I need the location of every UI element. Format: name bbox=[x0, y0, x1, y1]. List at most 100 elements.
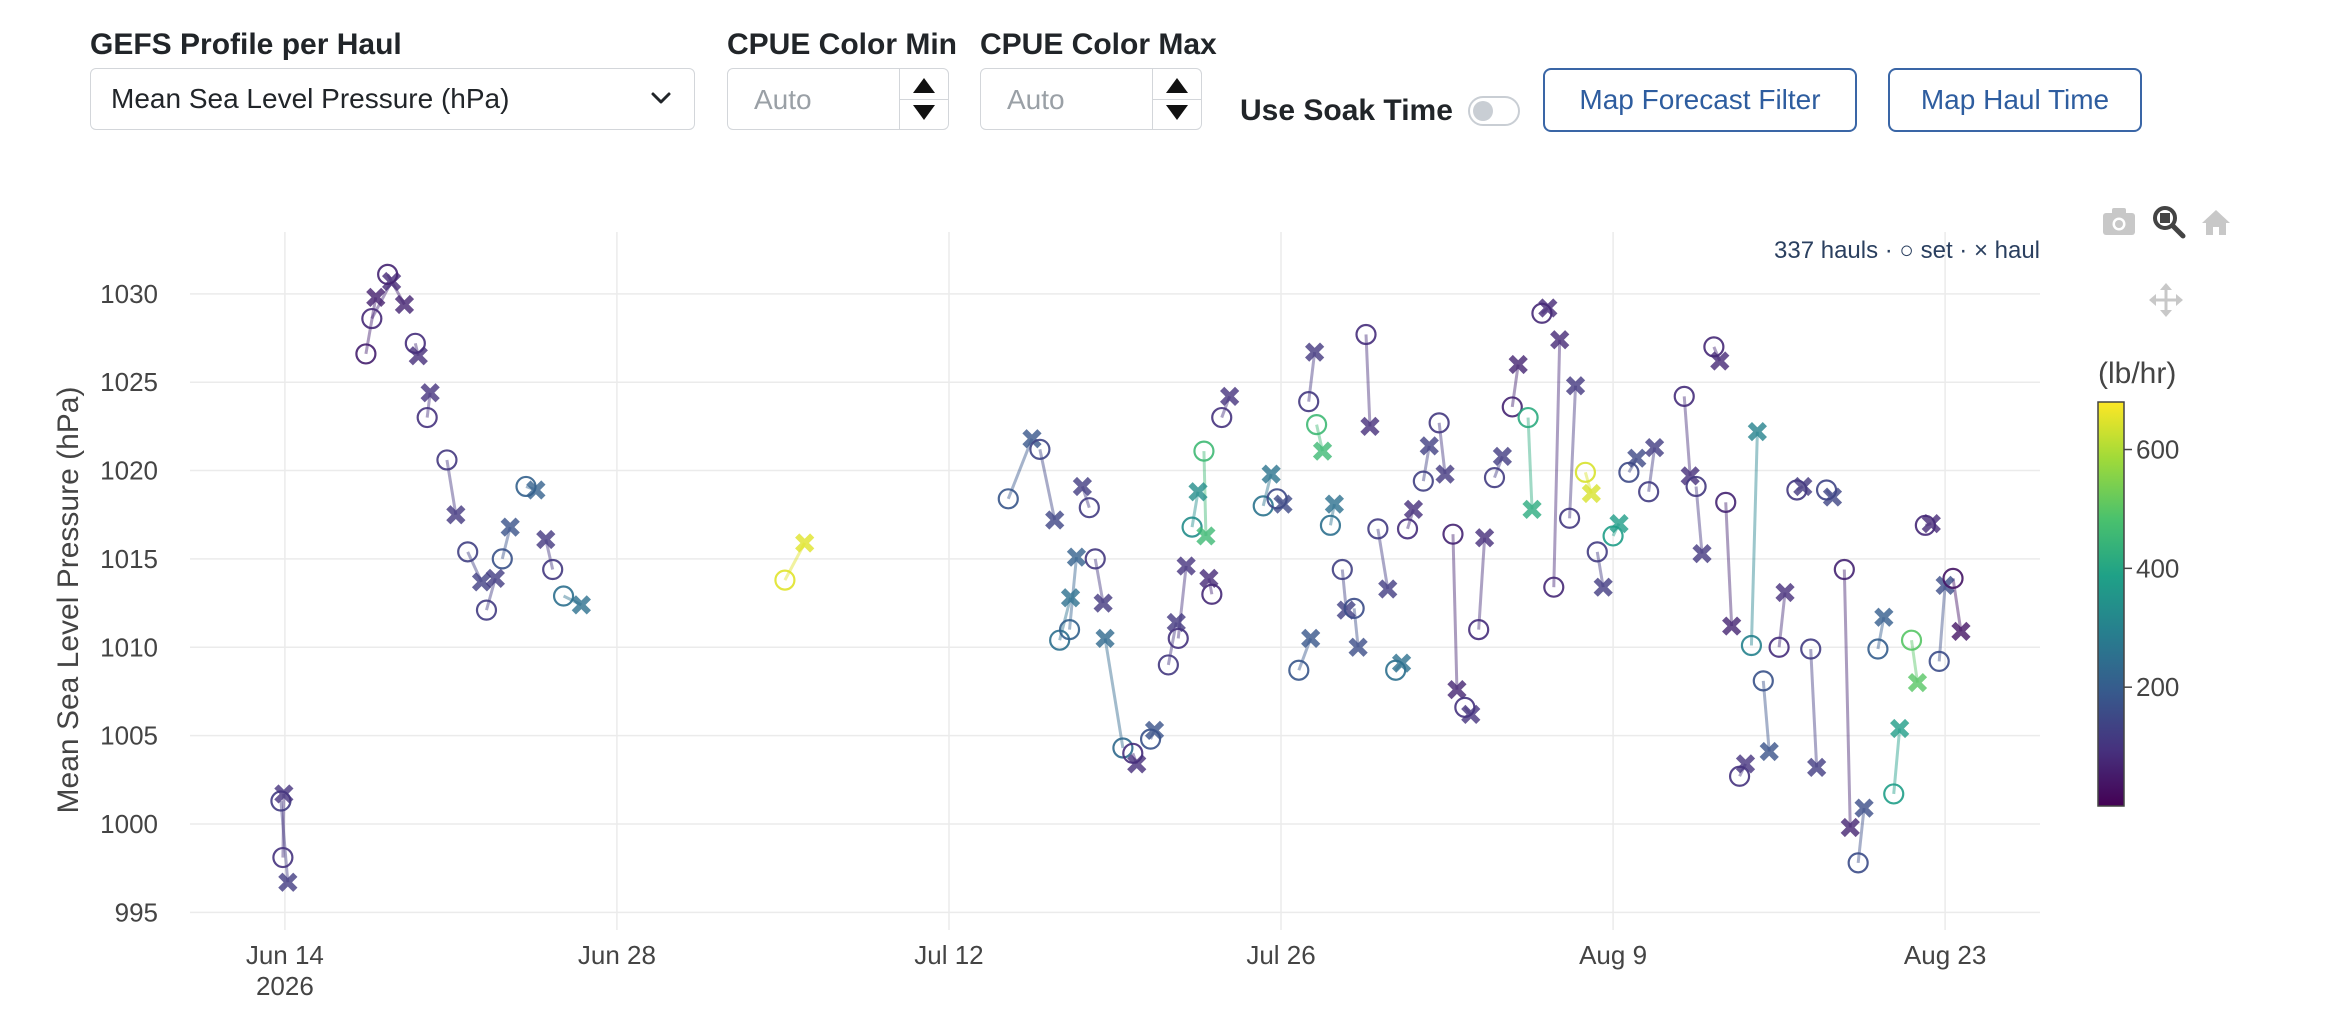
haul-point[interactable] bbox=[1775, 582, 1795, 603]
home-icon[interactable] bbox=[2202, 210, 2230, 235]
set-point[interactable] bbox=[1900, 629, 1923, 651]
set-point[interactable] bbox=[1412, 470, 1434, 492]
set-point[interactable] bbox=[355, 343, 377, 365]
set-point[interactable] bbox=[1252, 495, 1274, 517]
set-point[interactable] bbox=[1167, 627, 1189, 650]
haul-point[interactable] bbox=[1935, 575, 1955, 596]
set-point[interactable] bbox=[1928, 650, 1950, 673]
zoom-icon[interactable] bbox=[2153, 206, 2186, 239]
camera-icon[interactable] bbox=[2103, 208, 2135, 235]
set-point[interactable] bbox=[436, 449, 458, 471]
haul-point[interactable] bbox=[1840, 817, 1860, 838]
haul-point[interactable] bbox=[1045, 510, 1065, 530]
profile-select[interactable]: Mean Sea Level Pressure (hPa) bbox=[90, 68, 695, 130]
haul-point[interactable] bbox=[1348, 637, 1368, 657]
set-point[interactable] bbox=[475, 599, 498, 621]
set-point[interactable] bbox=[1715, 491, 1737, 513]
haul-point[interactable] bbox=[485, 568, 505, 588]
set-point[interactable] bbox=[515, 475, 537, 498]
haul-point[interactable] bbox=[1907, 672, 1928, 693]
haul-point[interactable] bbox=[1066, 547, 1087, 567]
haul-point[interactable] bbox=[1419, 436, 1439, 456]
haul-point[interactable] bbox=[1609, 513, 1629, 534]
cpue-min-stepper[interactable] bbox=[899, 69, 948, 129]
haul-point[interactable] bbox=[1166, 612, 1186, 633]
set-point[interactable] bbox=[774, 569, 796, 591]
set-point[interactable] bbox=[1638, 481, 1660, 503]
haul-point[interactable] bbox=[381, 271, 402, 292]
set-point[interactable] bbox=[1847, 852, 1869, 874]
cpue-max-input[interactable]: Auto bbox=[980, 68, 1202, 130]
set-point[interactable] bbox=[1139, 728, 1162, 750]
set-point[interactable] bbox=[1112, 737, 1134, 759]
set-point[interactable] bbox=[1266, 488, 1288, 510]
set-point[interactable] bbox=[1752, 670, 1774, 692]
haul-point[interactable] bbox=[1144, 720, 1165, 740]
haul-point[interactable] bbox=[1461, 704, 1481, 725]
set-point[interactable] bbox=[1078, 497, 1100, 519]
set-point[interactable] bbox=[1673, 385, 1695, 407]
haul-point[interactable] bbox=[1680, 466, 1700, 486]
haul-point[interactable] bbox=[536, 529, 556, 550]
set-point[interactable] bbox=[491, 548, 513, 570]
set-point[interactable] bbox=[1483, 467, 1506, 489]
haul-point[interactable] bbox=[420, 383, 440, 403]
haul-point[interactable] bbox=[1807, 757, 1827, 778]
set-point[interactable] bbox=[1942, 567, 1964, 589]
set-point[interactable] bbox=[1084, 548, 1106, 570]
set-point[interactable] bbox=[552, 585, 575, 607]
set-point[interactable] bbox=[1049, 629, 1071, 651]
set-point[interactable] bbox=[1288, 659, 1310, 681]
haul-point[interactable] bbox=[446, 505, 466, 525]
set-point[interactable] bbox=[542, 558, 564, 581]
set-point[interactable] bbox=[1428, 412, 1450, 434]
set-point[interactable] bbox=[1914, 514, 1936, 536]
haul-point[interactable] bbox=[1435, 464, 1455, 484]
map-haul-time-button[interactable]: Map Haul Time bbox=[1888, 68, 2142, 132]
haul-point[interactable] bbox=[1921, 513, 1941, 534]
set-point[interactable] bbox=[1442, 523, 1464, 545]
set-point[interactable] bbox=[1685, 475, 1707, 498]
set-point[interactable] bbox=[1501, 396, 1523, 418]
haul-point[interactable] bbox=[1874, 607, 1894, 627]
haul-point[interactable] bbox=[1060, 588, 1081, 608]
haul-point[interactable] bbox=[274, 784, 294, 804]
haul-point[interactable] bbox=[1447, 680, 1467, 700]
decrement-icon[interactable] bbox=[1166, 105, 1188, 120]
haul-point[interactable] bbox=[1722, 616, 1742, 636]
haul-point[interactable] bbox=[1759, 741, 1779, 762]
set-point[interactable] bbox=[1306, 414, 1328, 436]
haul-point[interactable] bbox=[1550, 330, 1570, 350]
set-point[interactable] bbox=[1298, 391, 1320, 413]
haul-point[interactable] bbox=[1692, 543, 1712, 564]
set-point[interactable] bbox=[1385, 659, 1407, 681]
haul-point[interactable] bbox=[1261, 464, 1281, 484]
set-point[interactable] bbox=[1800, 638, 1822, 660]
set-point[interactable] bbox=[1703, 336, 1725, 358]
haul-point[interactable] bbox=[526, 480, 546, 500]
set-point[interactable] bbox=[1883, 783, 1905, 805]
set-point[interactable] bbox=[1029, 438, 1051, 460]
haul-point[interactable] bbox=[1747, 422, 1767, 442]
set-point[interactable] bbox=[1331, 558, 1353, 581]
haul-point[interactable] bbox=[1199, 568, 1219, 588]
set-point[interactable] bbox=[1181, 516, 1203, 538]
haul-point[interactable] bbox=[1522, 499, 1542, 520]
haul-point[interactable] bbox=[1305, 342, 1325, 362]
haul-point[interactable] bbox=[1581, 483, 1601, 504]
increment-icon[interactable] bbox=[913, 78, 935, 93]
haul-point[interactable] bbox=[1022, 429, 1042, 449]
set-point[interactable] bbox=[997, 488, 1019, 510]
haul-point[interactable] bbox=[1854, 798, 1874, 818]
set-point[interactable] bbox=[1343, 597, 1365, 619]
haul-point[interactable] bbox=[500, 517, 520, 537]
set-point[interactable] bbox=[270, 790, 292, 812]
haul-point[interactable] bbox=[1391, 653, 1412, 673]
haul-point[interactable] bbox=[1093, 593, 1113, 613]
set-point[interactable] bbox=[1454, 696, 1476, 718]
haul-point[interactable] bbox=[278, 872, 298, 892]
haul-point[interactable] bbox=[795, 533, 815, 553]
set-point[interactable] bbox=[416, 406, 438, 429]
set-point[interactable] bbox=[1768, 636, 1790, 658]
haul-point[interactable] bbox=[1593, 577, 1613, 597]
